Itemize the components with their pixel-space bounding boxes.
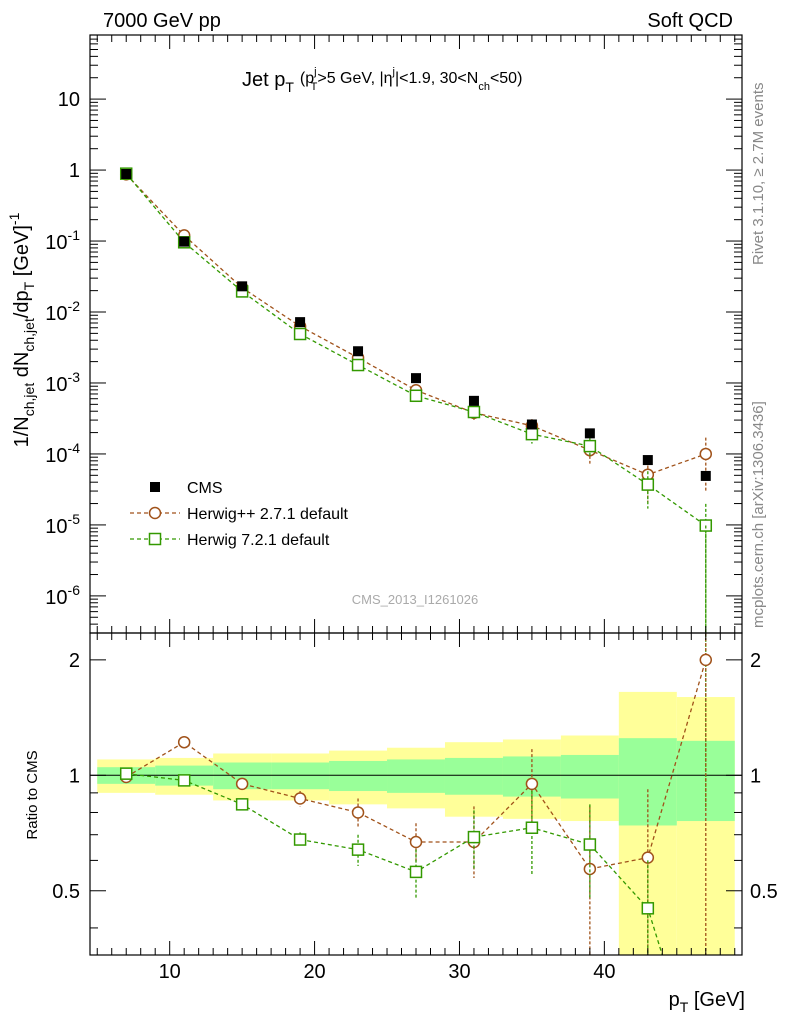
stat-uncertainty-band — [387, 759, 445, 793]
data-point — [237, 281, 248, 292]
data-point — [468, 395, 479, 406]
data-point — [700, 470, 711, 481]
legend-marker — [148, 532, 162, 546]
data-point — [525, 821, 539, 834]
rivet-version-label: Rivet 3.1.10, ≥ 2.7M events — [750, 83, 767, 266]
data-point — [525, 427, 539, 441]
data-point — [351, 806, 365, 819]
data-point — [119, 767, 133, 780]
data-point — [583, 439, 597, 453]
header-left: 7000 GeV pp — [103, 10, 221, 32]
legend-marker-cms — [150, 482, 160, 492]
legend-label: Herwig 7.2.1 default — [187, 532, 330, 549]
x-tick-label: 20 — [303, 961, 325, 983]
data-point — [584, 428, 595, 439]
legend-label: CMS — [187, 480, 223, 497]
data-point — [293, 833, 307, 846]
data-point — [295, 317, 306, 328]
y-tick-label: 10-1 — [45, 227, 80, 254]
data-point — [235, 798, 249, 811]
data-point — [121, 169, 132, 180]
ratio-y-tick-label-left: 0.5 — [52, 881, 80, 903]
data-point — [177, 774, 191, 787]
data-point — [293, 327, 307, 341]
x-tick-label: 10 — [159, 961, 181, 983]
ratio-y-tick-label-right: 2 — [750, 650, 761, 672]
data-point — [177, 735, 191, 749]
y-tick-label: 10-2 — [45, 298, 80, 325]
ratio-y-tick-label-right: 1 — [750, 765, 761, 787]
analysis-id: CMS_2013_I1261026 — [352, 592, 479, 607]
data-point — [409, 835, 423, 849]
x-tick-label: 30 — [448, 961, 470, 983]
data-point — [409, 865, 423, 879]
data-point — [351, 843, 365, 856]
ratio-y-tick-label-left: 1 — [69, 765, 80, 787]
main-plot — [119, 167, 713, 809]
legend-marker — [148, 506, 162, 520]
y-tick-label: 10-5 — [45, 511, 80, 538]
data-point — [642, 455, 653, 466]
data-point — [525, 777, 539, 791]
x-axis-label: pT [GeV] — [669, 989, 745, 1015]
data-point — [235, 777, 249, 791]
data-point — [467, 830, 481, 844]
data-point — [409, 389, 423, 403]
ratio-plot — [119, 633, 713, 956]
data-point — [411, 373, 421, 384]
legend: CMS Herwig++ 2.7.1 default Herwig 7.2.1 de… — [130, 480, 349, 549]
data-point — [351, 358, 365, 372]
y-tick-label: 10-4 — [45, 440, 80, 467]
stat-uncertainty-band — [329, 760, 388, 792]
ratio-y-axis-label: Ratio to CMS — [24, 750, 41, 839]
data-point — [699, 447, 713, 461]
y-tick-label: 1 — [69, 160, 80, 182]
stat-uncertainty-band — [618, 738, 677, 826]
series-line — [125, 173, 706, 476]
x-tick-label: 40 — [593, 961, 615, 983]
data-point — [467, 405, 481, 419]
y-tick-label: 10-3 — [45, 369, 80, 396]
axis-ticks: 10 20 30 40 10 1 10-1 10-2 10-3 10-4 10-5 10-6 2 2 1 1 0… — [45, 34, 778, 983]
header-right: Soft QCD — [647, 10, 733, 32]
data-point — [526, 419, 537, 430]
mcplots-label: mcplots.cern.ch [arXiv:1306.3436] — [750, 401, 767, 628]
ratio-y-tick-label-right: 0.5 — [750, 881, 778, 903]
data-point — [583, 838, 597, 851]
series-line — [125, 173, 707, 527]
ratio-y-tick-label-left: 2 — [69, 650, 80, 672]
data-point — [641, 478, 655, 491]
main-y-axis-label: 1/Nch,jet dNch,jet/dpT [GeV]-1 — [6, 212, 37, 447]
stat-uncertainty-band — [444, 757, 503, 795]
data-point — [353, 346, 364, 357]
data-point — [699, 653, 713, 667]
data-point — [641, 902, 655, 915]
y-tick-label: 10 — [58, 89, 80, 111]
data-point — [293, 792, 307, 805]
stat-uncertainty-band — [560, 754, 619, 799]
data-point — [179, 236, 190, 247]
y-tick-label: 10-6 — [45, 582, 80, 609]
legend-label: Herwig++ 2.7.1 default — [187, 506, 349, 523]
plot-title: Jet pT (pj T>5 GeV, |ηj|<1.9, 30<Nch<50) — [242, 66, 522, 95]
stat-uncertainty-band — [271, 762, 330, 790]
